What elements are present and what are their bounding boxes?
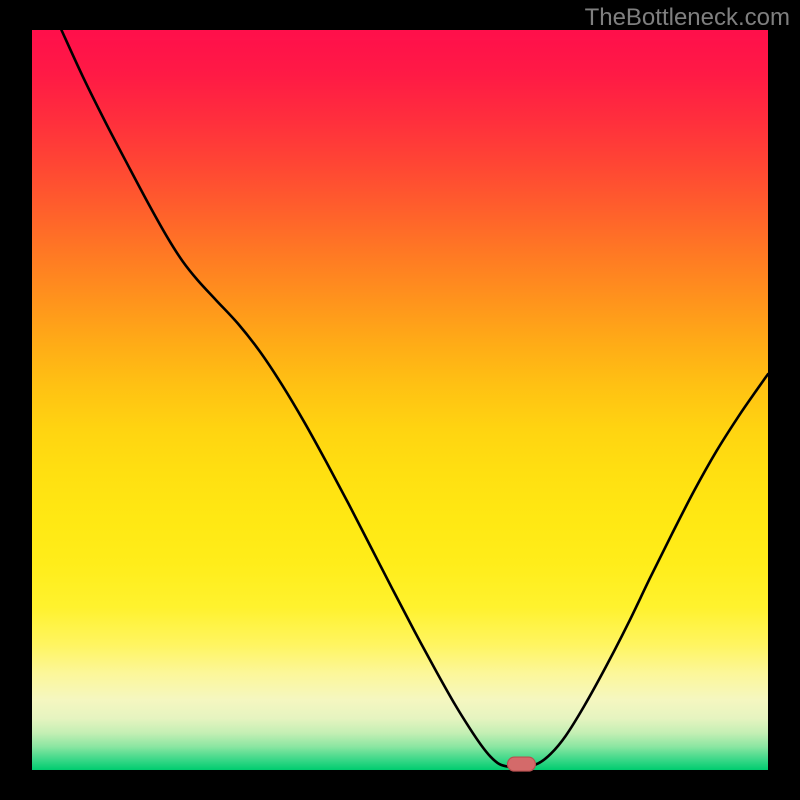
- attribution-text: TheBottleneck.com: [585, 4, 790, 32]
- optimal-marker: [507, 757, 535, 771]
- chart-container: TheBottleneck.com: [0, 0, 800, 800]
- chart-plot-area: [32, 30, 768, 770]
- bottleneck-chart: [0, 0, 800, 800]
